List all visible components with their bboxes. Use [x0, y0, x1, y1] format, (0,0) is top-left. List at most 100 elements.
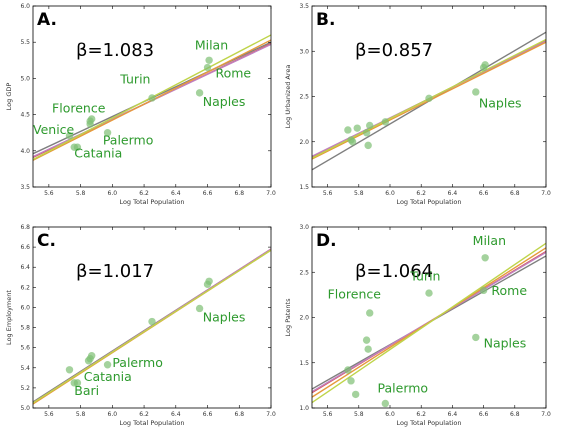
data-point: [479, 286, 488, 295]
city-label: Naples: [203, 310, 246, 325]
city-label: Florence: [328, 286, 382, 301]
y-tick-label: 5.2: [20, 385, 30, 392]
data-point: [73, 143, 82, 151]
y-tick-label: 5.0: [20, 405, 30, 412]
panel-a: 5.6 5.8 6.0 6.2 6.4 6.6 6.8 7.0 3.5 4.0 4.5 5.0 5.5 6…: [5, 3, 276, 206]
data-point: [353, 124, 361, 132]
x-tick-label: 6.0: [108, 411, 118, 418]
data-point: [347, 377, 355, 385]
city-label: Catania: [84, 369, 132, 384]
beta-value: β=1.064: [355, 261, 433, 282]
x-tick-label: 6.6: [479, 190, 489, 197]
fit-line: [312, 242, 546, 404]
data-point: [366, 121, 374, 130]
panel-label: B.: [316, 10, 335, 30]
y-axis-label: Log Urbanized Area: [284, 65, 292, 129]
x-tick-label: 6.4: [171, 411, 181, 418]
axes-frame: [311, 226, 547, 409]
y-tick-label: 5.8: [20, 325, 30, 332]
data-point: [344, 126, 352, 134]
y-tick-label: 2.0: [299, 139, 309, 146]
beta-value: β=0.857: [355, 40, 433, 61]
city-label: Catania: [74, 145, 122, 160]
data-point: [362, 336, 371, 344]
x-tick-label: 6.2: [416, 411, 426, 418]
data-point: [103, 361, 112, 369]
city-label: Turin: [119, 71, 150, 86]
data-point: [195, 304, 204, 313]
data-point: [344, 366, 352, 374]
x-tick-label: 6.0: [108, 190, 118, 197]
x-tick-label: 6.0: [385, 190, 395, 197]
data-point: [481, 254, 489, 262]
y-tick-label: 6.8: [20, 224, 30, 231]
x-tick-label: 7.0: [541, 190, 551, 197]
data-point: [65, 366, 74, 374]
x-tick-label: 5.6: [323, 411, 333, 418]
x-tick-label: 5.6: [323, 190, 333, 197]
data-point: [364, 345, 372, 353]
y-tick-label: 1.0: [299, 405, 309, 412]
data-point: [73, 379, 82, 387]
data-point: [203, 63, 212, 72]
city-label: Naples: [203, 94, 246, 109]
beta-value: β=1.083: [76, 40, 154, 61]
panel-c: 5.6 5.8 6.0 6.2 6.4 6.6 6.8 7.0 5.0 5.2 5.4 5.6 5.8 6…: [5, 224, 276, 427]
y-tick-label: 6.0: [20, 304, 30, 311]
city-label: Turin: [409, 268, 440, 283]
x-tick-label: 6.4: [448, 190, 458, 197]
city-label: Naples: [479, 95, 522, 110]
panel-d: 5.6 5.8 6.0 6.2 6.4 6.6 6.8 7.0 1.0 1.5 2.0 2.5 3.0 L…: [284, 224, 551, 427]
x-axis-label: Log Total Population: [119, 198, 184, 206]
x-tick-label: 6.6: [203, 411, 213, 418]
data-point: [88, 352, 96, 360]
x-tick-label: 6.8: [510, 411, 520, 418]
x-tick-label: 6.0: [385, 411, 395, 418]
beta-value: β=1.017: [76, 261, 154, 282]
data-point: [362, 129, 371, 137]
data-point: [425, 94, 433, 103]
data-point: [348, 138, 357, 146]
y-axis-label: Log Employment: [5, 290, 13, 345]
x-tick-label: 6.8: [234, 411, 244, 418]
panel-label: D.: [316, 231, 337, 251]
y-tick-label: 6.6: [20, 244, 30, 251]
y-tick-label: 2.5: [299, 269, 309, 276]
panel-label: A.: [37, 10, 57, 30]
city-label: Palermo: [112, 355, 163, 370]
x-axis-label: Log Total Population: [396, 419, 461, 427]
y-tick-label: 5.6: [20, 345, 30, 352]
x-tick-label: 6.2: [416, 190, 426, 197]
y-tick-label: 5.4: [20, 365, 30, 372]
data-point: [472, 333, 480, 342]
panel-b: 5.6 5.8 6.0 6.2 6.4 6.6 6.8 7.0 1.5 2.0 2.5 3.0 3.5 L…: [284, 3, 551, 206]
city-label: Florence: [52, 100, 106, 115]
data-point: [103, 129, 112, 137]
data-point: [88, 115, 96, 123]
x-axis-label: Log Total Population: [119, 419, 184, 427]
y-axis-label: Log Patents: [284, 298, 292, 337]
y-tick-label: 4.5: [20, 112, 30, 119]
city-label: Naples: [484, 335, 527, 350]
panel-label: C.: [37, 231, 56, 251]
data-point: [381, 399, 390, 408]
data-point: [148, 94, 156, 102]
y-tick-label: 4.0: [20, 148, 30, 155]
city-label: Milan: [195, 37, 228, 52]
fit-line: [33, 249, 271, 404]
city-label: Milan: [473, 233, 506, 248]
data-point: [148, 317, 156, 326]
x-tick-label: 5.8: [354, 190, 364, 197]
y-axis-label: Log GDP: [5, 83, 13, 111]
data-point: [381, 118, 390, 126]
data-point: [364, 141, 372, 150]
data-point: [472, 88, 480, 96]
x-tick-label: 5.6: [44, 411, 54, 418]
city-label: Bari: [74, 383, 99, 398]
data-point: [351, 390, 360, 399]
y-tick-label: 6.0: [20, 3, 30, 10]
x-tick-label: 6.2: [139, 190, 149, 197]
city-label: Rome: [491, 283, 527, 298]
x-tick-label: 6.6: [479, 411, 489, 418]
